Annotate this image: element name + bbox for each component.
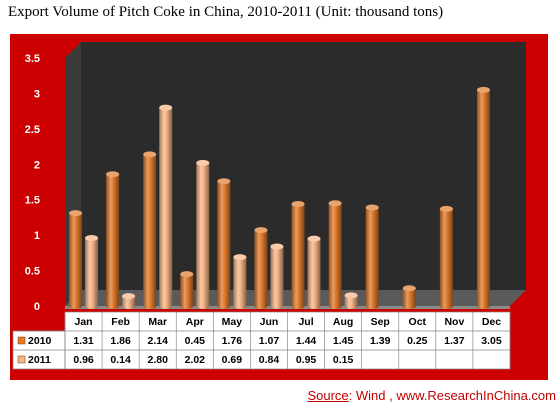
bar-top-2010-dec xyxy=(476,86,490,93)
data-label-2011: 0.96 xyxy=(73,354,94,366)
bar-2010-feb xyxy=(106,174,120,309)
data-label-2011: 0.15 xyxy=(333,354,354,366)
bar-top-2010-jan xyxy=(69,210,83,217)
x-tick-label: Apr xyxy=(186,316,204,328)
source-link[interactable]: Source xyxy=(307,388,349,403)
data-label-2011: 0.14 xyxy=(110,354,131,366)
x-tick-label: Dec xyxy=(482,316,501,328)
bar-top-2010-nov xyxy=(439,205,453,212)
bar-top-2011-apr xyxy=(196,159,210,166)
data-label-2011: 0.95 xyxy=(296,354,317,366)
bar-2011-mar xyxy=(159,107,173,309)
data-label-2010: 1.39 xyxy=(370,335,391,347)
legend-swatch-2010 xyxy=(17,336,26,345)
legend-swatch-2011 xyxy=(17,355,26,364)
bar-2010-jan xyxy=(69,213,83,309)
x-tick-label: Feb xyxy=(111,316,130,328)
legend-label-2011: 2011 xyxy=(28,354,51,366)
bar-2011-feb xyxy=(122,296,136,309)
bar-top-2011-may xyxy=(233,254,247,261)
data-label-2010: 1.07 xyxy=(259,335,280,347)
bar-2010-mar xyxy=(143,154,157,309)
data-label-2011: 0.84 xyxy=(259,354,280,366)
source-note: Source: Wind , www.ResearchInChina.com xyxy=(256,388,556,403)
source-text: : Wind , www.ResearchInChina.com xyxy=(348,388,556,403)
y-tick-label: 0 xyxy=(34,301,40,313)
y-tick-label: 2 xyxy=(34,159,40,171)
y-tick-label: 1 xyxy=(34,230,40,242)
bar-top-2011-aug xyxy=(344,292,358,299)
bar-2011-jul xyxy=(307,238,321,309)
chart-svg: 0 0.5 1 1.5 2 2.5 3 3.5 Jan Feb Mar Apr May Jun Jul Aug… xyxy=(12,42,526,370)
bar-top-2011-jun xyxy=(270,243,284,250)
bar-top-2010-feb xyxy=(106,171,120,178)
x-tick-label: Aug xyxy=(333,316,353,328)
bar-top-2010-jun xyxy=(254,227,268,234)
data-label-2010: 0.25 xyxy=(407,335,428,347)
data-label-2010: 1.37 xyxy=(444,335,465,347)
bar-top-2010-oct xyxy=(402,285,416,292)
x-tick-label: Sep xyxy=(371,316,390,328)
data-label-2010: 1.45 xyxy=(333,335,354,347)
data-label-2010: 0.45 xyxy=(185,335,206,347)
bar-2011-aug xyxy=(344,295,358,309)
x-tick-label: Nov xyxy=(444,316,464,328)
data-label-2010: 3.05 xyxy=(481,335,502,347)
data-label-2011: 2.02 xyxy=(185,354,206,366)
x-tick-label: Jul xyxy=(298,316,313,328)
x-tick-label: May xyxy=(222,316,243,328)
bar-top-2010-mar xyxy=(143,151,157,158)
chart-title: Export Volume of Pitch Coke in China, 20… xyxy=(8,4,444,20)
x-tick-label: Mar xyxy=(148,316,167,328)
y-tick-label: 2.5 xyxy=(25,124,40,136)
bar-top-2010-apr xyxy=(180,271,194,278)
chart-floor-edge xyxy=(65,306,510,309)
data-label-2011: 0.69 xyxy=(222,354,243,366)
bar-2010-may xyxy=(217,181,231,309)
chart-back-wall xyxy=(81,42,526,290)
x-tick-label: Jan xyxy=(74,316,92,328)
legend-label-2010: 2010 xyxy=(28,335,52,347)
data-label-2011: 2.80 xyxy=(147,354,168,366)
bar-top-2011-mar xyxy=(159,104,173,111)
bar-2010-nov xyxy=(439,208,453,309)
data-label-2010: 1.76 xyxy=(222,335,243,347)
bar-2010-jul xyxy=(291,203,305,309)
data-label-2010: 1.31 xyxy=(73,335,94,347)
data-label-2010: 1.86 xyxy=(110,335,131,347)
bar-2010-dec xyxy=(476,89,490,309)
bar-top-2010-aug xyxy=(328,200,342,207)
bar-2011-apr xyxy=(196,162,210,309)
data-label-2010: 1.44 xyxy=(296,335,317,347)
data-label-2010: 2.14 xyxy=(147,335,168,347)
bar-2010-apr xyxy=(180,274,194,309)
x-tick-label: Oct xyxy=(409,316,427,328)
bar-top-2010-sep xyxy=(365,204,379,211)
bar-2010-oct xyxy=(402,288,416,309)
bar-top-2011-jul xyxy=(307,235,321,242)
chart-panel: 0 0.5 1 1.5 2 2.5 3 3.5 Jan Feb Mar Apr May Jun Jul Aug… xyxy=(10,34,548,380)
bar-2010-jun xyxy=(254,230,268,309)
bar-top-2011-jan xyxy=(85,234,99,241)
bar-2011-may xyxy=(233,257,247,309)
bar-top-2010-jul xyxy=(291,200,305,207)
y-tick-label: 0.5 xyxy=(25,266,40,278)
bar-top-2011-feb xyxy=(122,293,136,300)
bar-top-2010-may xyxy=(217,178,231,185)
y-tick-label: 3 xyxy=(34,88,40,100)
bar-2010-aug xyxy=(328,203,342,309)
bar-2011-jan xyxy=(85,237,99,309)
y-tick-label: 1.5 xyxy=(25,195,40,207)
bar-2010-sep xyxy=(365,207,379,309)
y-tick-label: 3.5 xyxy=(25,53,40,65)
bar-2011-jun xyxy=(270,246,284,309)
x-tick-label: Jun xyxy=(260,316,279,328)
